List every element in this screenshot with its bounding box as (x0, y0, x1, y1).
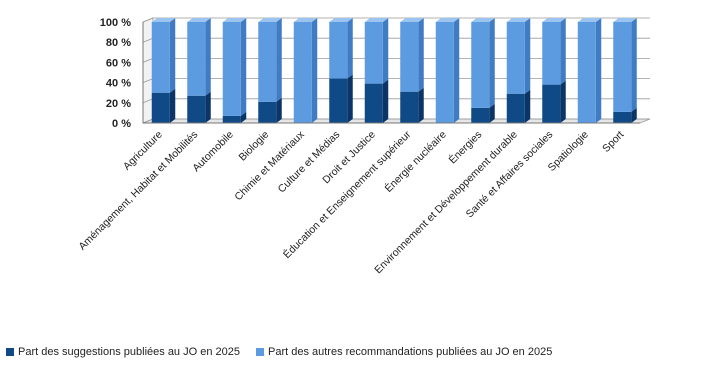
bar-segment-suggestions (613, 111, 632, 123)
bar-side-other (205, 18, 211, 96)
bar-segment-other (435, 22, 454, 123)
bar-side-suggestions (276, 97, 282, 123)
bar-segment-other (187, 22, 206, 96)
bar-side-other (276, 18, 282, 102)
bar-side-other (595, 18, 602, 123)
legend-swatch-suggestions (6, 348, 14, 356)
bar-segment-other (293, 22, 312, 123)
bar-top (400, 18, 424, 22)
y-tick-label: 80 % (106, 37, 131, 49)
bar-side-other (311, 18, 318, 123)
bar-side-other (240, 18, 247, 116)
bar-segment-suggestions (329, 78, 348, 123)
bar-side-suggestions (489, 103, 495, 123)
gridline-side (142, 58, 154, 63)
x-tick-label: Énergie nucléaire (382, 128, 449, 195)
bar-top (577, 18, 602, 22)
y-tick-label: 100 % (100, 17, 131, 29)
bar-top (187, 18, 211, 22)
bar-side-other (382, 18, 389, 84)
bar-top (542, 18, 566, 22)
legend-swatch-other (255, 348, 264, 356)
floor (142, 118, 651, 124)
legend-item-other: Part des autres recommandations publiées… (255, 346, 553, 358)
bar-top (435, 18, 460, 22)
bar-side-other (347, 18, 353, 79)
bar-side-suggestions (524, 89, 531, 123)
stacked-bar-chart: 0 %20 %40 %60 %80 %100 %AgricultureAména… (76, 17, 651, 276)
legend-label-suggestions: Part des suggestions publiées au JO en 2… (18, 346, 240, 358)
y-tick-label: 40 % (106, 78, 131, 90)
bar-top (329, 18, 353, 22)
bar-side-suggestions (418, 87, 424, 123)
bar-segment-other (151, 22, 170, 93)
bar-segment-other (506, 22, 525, 94)
bar-side-suggestions (382, 79, 389, 123)
bar-side-suggestions (347, 74, 353, 123)
bar-top (471, 18, 495, 22)
bar-segment-suggestions (506, 93, 525, 123)
bar-segment-other (364, 22, 383, 84)
x-tick-label: Sport (600, 129, 626, 155)
gridline-side (142, 78, 154, 83)
legend-label-other: Part des autres recommandations publiées… (267, 346, 553, 358)
x-tick-label: Culture et Médias (276, 129, 343, 196)
bar-side-suggestions (205, 91, 211, 123)
bar-top (222, 18, 247, 22)
bar-side-other (453, 18, 460, 123)
bar-side-other (524, 18, 531, 94)
bar-segment-other (258, 22, 277, 102)
x-tick-label: Biologie (236, 129, 271, 164)
bar-side-suggestions (240, 111, 247, 123)
y-tick-label: 20 % (106, 98, 131, 110)
bar-segment-other (329, 22, 348, 79)
gridline-side (142, 17, 154, 23)
bar-segment-suggestions (364, 83, 383, 123)
bar-segment-other (542, 22, 561, 85)
bar-segment-suggestions (542, 84, 561, 123)
x-tick-label: Éducation et Enseignement supérieur (280, 128, 413, 261)
bar-segment-suggestions (222, 115, 241, 123)
bar-segment-suggestions (258, 101, 277, 123)
legend: Part des suggestions publiées au JO en 2… (6, 346, 706, 358)
bar-segment-suggestions (151, 92, 170, 123)
bar-segment-other (400, 22, 419, 92)
bar-top (506, 18, 531, 22)
y-tick-label: 0 % (112, 118, 131, 130)
bar-top (293, 18, 318, 22)
bar-segment-suggestions (471, 107, 490, 123)
bar-top (151, 18, 176, 22)
bar-side-suggestions (631, 107, 637, 123)
bar-segment-suggestions (187, 95, 206, 123)
bar-side-other (489, 18, 495, 108)
bar-side-other (560, 18, 566, 85)
bar-top (613, 18, 637, 22)
bar-segment-other (577, 22, 596, 123)
bar-side-other (631, 18, 637, 112)
bar-segment-other (613, 22, 632, 112)
bar-segment-other (471, 22, 490, 108)
bar-top (258, 18, 282, 22)
bar-side-other (418, 18, 424, 92)
gridline-side (142, 118, 154, 124)
bar-top (364, 18, 389, 22)
bar-side-suggestions (169, 88, 176, 123)
gridline-side (142, 98, 154, 104)
bar-side-other (169, 18, 176, 93)
side-wall (142, 17, 154, 124)
gridline-side (142, 37, 154, 43)
legend-item-suggestions: Part des suggestions publiées au JO en 2… (6, 346, 240, 358)
bar-side-suggestions (560, 80, 566, 123)
y-tick-label: 60 % (106, 57, 131, 69)
bar-segment-suggestions (400, 91, 419, 123)
bar-segment-other (222, 22, 241, 116)
